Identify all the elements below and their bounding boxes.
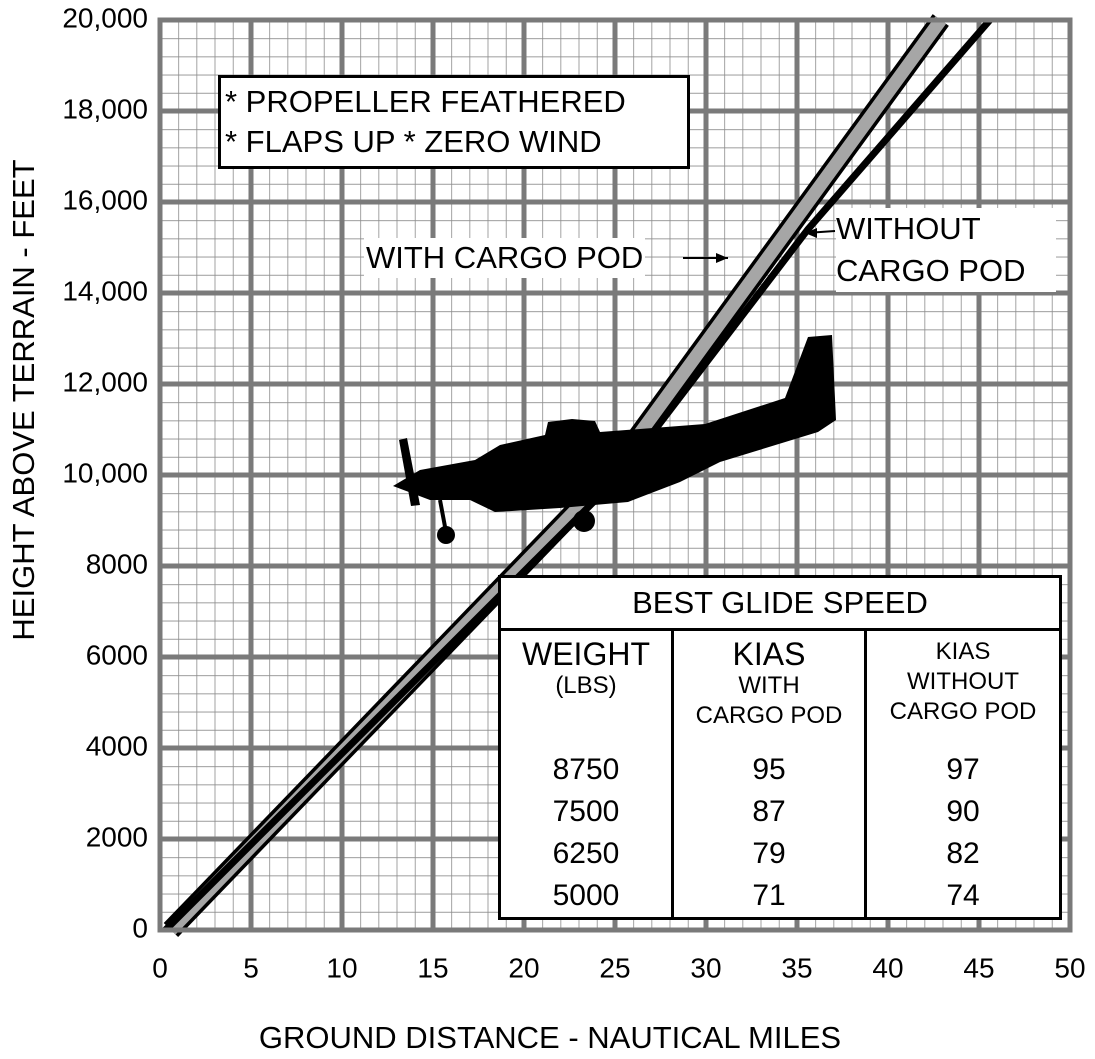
- header-text: KIAS: [732, 636, 806, 672]
- table-column: KIAS WITH CARGO POD 95 87 79 71: [671, 631, 864, 917]
- x-tick-label: 45: [963, 952, 994, 983]
- column-header: WEIGHT (LBS): [501, 631, 671, 749]
- x-axis-label: GROUND DISTANCE - NAUTICAL MILES: [259, 1020, 841, 1055]
- x-tick-label: 20: [508, 952, 539, 983]
- airplane-silhouette: [393, 335, 836, 512]
- table-body: WEIGHT (LBS) 8750 7500 6250 5000 KIAS WITH CARGO…: [501, 631, 1059, 917]
- table-cell: 87: [752, 795, 786, 828]
- header-text: (LBS): [555, 672, 617, 699]
- table-cell: 79: [752, 837, 786, 870]
- x-tick-label: 40: [872, 952, 903, 983]
- table-column: WEIGHT (LBS) 8750 7500 6250 5000: [501, 631, 671, 917]
- arrow-head: [805, 228, 817, 238]
- y-axis-label: HEIGHT ABOVE TERRAIN - FEET: [6, 159, 41, 640]
- x-tick-label: 35: [781, 952, 812, 983]
- table-cell: 82: [946, 837, 980, 870]
- table-cell: 8750: [552, 753, 620, 786]
- x-tick-label: 0: [152, 952, 168, 983]
- column-header: KIAS WITH CARGO POD: [674, 631, 864, 749]
- table-cell: 74: [946, 879, 980, 912]
- series-label: WITH CARGO POD: [364, 238, 646, 278]
- main-wheel: [573, 510, 595, 532]
- propeller: [399, 438, 420, 506]
- header-text: WITH: [738, 672, 800, 699]
- table-cell: 95: [752, 753, 786, 786]
- y-tick-label: 8000: [86, 548, 148, 579]
- y-tick-label: 20,000: [62, 2, 148, 33]
- header-text: CARGO POD: [889, 698, 1037, 725]
- y-tick-label: 10,000: [62, 457, 148, 488]
- table-cell: 6250: [552, 837, 620, 870]
- x-tick-label: 25: [599, 952, 630, 983]
- series-line: [162, 17, 993, 933]
- table-cell: 5000: [552, 879, 620, 912]
- arrow-head: [716, 253, 728, 263]
- conditions-box: * PROPELLER FEATHERED * FLAPS UP * ZERO …: [218, 75, 690, 169]
- header-text: WITHOUT: [907, 668, 1019, 695]
- y-tick-label: 6000: [86, 639, 148, 670]
- y-tick-label: 18,000: [62, 93, 148, 124]
- table-cell: 71: [752, 879, 786, 912]
- header-text: KIAS: [935, 638, 991, 665]
- annotation: * FLAPS UP * ZERO WIND: [225, 124, 602, 159]
- table-column: KIAS WITHOUT CARGO POD 97 90 82 74: [864, 631, 1059, 917]
- glide-table: BEST GLIDE SPEED WEIGHT (LBS) 8750 7500 6250…: [498, 575, 1062, 920]
- nose-wheel: [437, 526, 455, 544]
- annotation: * PROPELLER FEATHERED: [225, 84, 626, 119]
- table-title: BEST GLIDE SPEED: [501, 578, 1059, 631]
- header-text: WEIGHT: [522, 636, 650, 672]
- table-cell: 90: [946, 795, 980, 828]
- header-text: CARGO POD: [695, 702, 843, 729]
- x-tick-label: 15: [417, 952, 448, 983]
- airplane: [393, 335, 836, 544]
- y-tick-label: 2000: [86, 821, 148, 852]
- x-tick-label: 10: [326, 952, 357, 983]
- y-tick-label: 14,000: [62, 275, 148, 306]
- y-tick-label: 0: [132, 912, 148, 943]
- y-tick-label: 12,000: [62, 366, 148, 397]
- series-label: WITHOUT CARGO POD: [836, 208, 1056, 292]
- x-tick-label: 5: [243, 952, 259, 983]
- table-cell: 97: [946, 753, 980, 786]
- ticks: 0 5 10 15 20 25 30 35 40 45 50 0 2000 4000 6000 8000 10,…: [62, 2, 1085, 983]
- table-cell: 7500: [552, 795, 620, 828]
- x-tick-label: 50: [1054, 952, 1085, 983]
- x-tick-label: 30: [690, 952, 721, 983]
- y-tick-label: 4000: [86, 730, 148, 761]
- column-header: KIAS WITHOUT CARGO POD: [867, 631, 1059, 749]
- plot-frame: [157, 17, 1073, 933]
- y-tick-label: 16,000: [62, 184, 148, 215]
